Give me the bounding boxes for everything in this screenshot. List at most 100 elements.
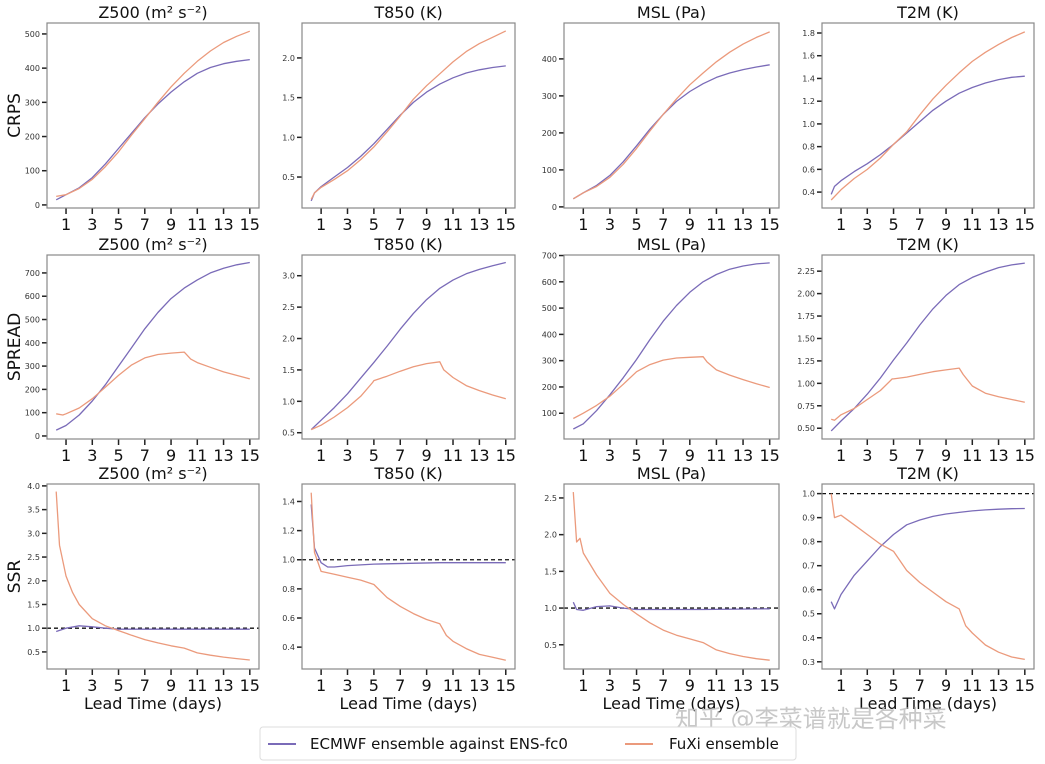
series-line-ecmwf	[310, 504, 506, 568]
x-tick-label: 11	[187, 446, 207, 465]
x-tick-label: 9	[166, 215, 176, 234]
x-tick-label: 5	[631, 215, 641, 234]
x-tick-label: 11	[706, 215, 726, 234]
x-tick-label: 11	[706, 446, 726, 465]
y-tick-label: 200	[25, 385, 40, 394]
x-tick-label: 1	[61, 676, 71, 695]
plot-frame	[821, 254, 1035, 440]
subplot-3-2: T850 (K)0.40.60.81.01.21.41 3 5 7 9 11 13 15Lea…	[282, 464, 516, 713]
y-tick-label: 0.4	[802, 634, 815, 643]
y-tick-label: 1.4	[282, 497, 295, 506]
x-tick-label: 3	[87, 215, 97, 234]
legend-box	[259, 726, 797, 761]
series-line-fuxi	[572, 31, 770, 200]
plot-area	[310, 261, 506, 431]
x-tick-label: 5	[888, 215, 898, 234]
x-tick-label: 11	[187, 215, 207, 234]
x-tick-label: 15	[496, 446, 516, 465]
x-tick-label: 7	[140, 446, 150, 465]
y-tick-label: 0.9	[802, 514, 815, 523]
x-tick-label: 9	[422, 676, 432, 695]
y-tick-label: 1.4	[802, 74, 815, 83]
y-tick-label: 1.50	[797, 334, 815, 343]
x-tick-label: 3	[605, 446, 615, 465]
x-tick-label: 3	[605, 676, 615, 695]
y-tick-label: 0.8	[802, 143, 815, 152]
x-tick-label: 15	[760, 446, 780, 465]
y-tick-label: 2.0	[544, 531, 557, 540]
series-line-ecmwf	[310, 65, 506, 202]
series-line-fuxi	[55, 491, 250, 661]
plot-frame	[563, 483, 780, 670]
y-tick-label: 0.4	[802, 188, 815, 197]
y-tick-label: 0.5	[802, 610, 815, 619]
x-tick-label: 5	[369, 676, 379, 695]
y-tick-label: 0.5	[282, 173, 295, 182]
y-tick-label: 300	[25, 98, 40, 107]
x-tick-label: 11	[443, 446, 463, 465]
plot-area	[302, 492, 515, 661]
x-tick-label: 15	[240, 676, 260, 695]
y-tick-label: 1.2	[802, 97, 815, 106]
x-tick-label: 11	[187, 676, 207, 695]
series-line-fuxi	[310, 361, 506, 431]
y-tick-label: 1.0	[27, 624, 40, 633]
x-tick-label: 5	[888, 446, 898, 465]
y-tick-label: 2.5	[27, 553, 40, 562]
x-tick-label: 3	[87, 676, 97, 695]
x-tick-label: 1	[836, 446, 846, 465]
subplot-3-1: Z500 (m² s⁻²) SSR 0.5 1.0 1.5 2.0 2.5 3.0 3.5 4.0…	[5, 464, 260, 713]
subplot-title: MSL (Pa)	[637, 464, 706, 483]
x-tick-label: 15	[1015, 446, 1035, 465]
plot-frame	[563, 22, 780, 209]
x-tick-label: 13	[213, 215, 233, 234]
y-tick-label: 1.5	[544, 567, 557, 576]
x-tick-label: 5	[369, 446, 379, 465]
x-tick-label: 1	[578, 446, 588, 465]
y-tick-label: 0.6	[282, 614, 295, 623]
y-tick-label: 1.00	[797, 379, 815, 388]
y-tick-label: 200	[25, 133, 40, 142]
y-tick-label: 300	[25, 362, 40, 371]
x-tick-label: 3	[342, 446, 352, 465]
series-line-fuxi	[572, 492, 770, 661]
subplot-title: Z500 (m² s⁻²)	[98, 3, 207, 22]
x-tick-label: 7	[140, 676, 150, 695]
x-tick-label: 15	[240, 215, 260, 234]
x-tick-label: 3	[862, 676, 872, 695]
y-tick-label: 1.5	[282, 94, 295, 103]
y-tick-label: 700	[25, 269, 40, 278]
subplot-2-2: T850 (K)0.51.01.52.02.53.01 3 5 7 9 11 13 15	[282, 235, 516, 465]
subplot-title: MSL (Pa)	[637, 3, 706, 22]
series-line-fuxi	[56, 351, 250, 416]
series-line-ecmwf	[572, 64, 770, 200]
x-tick-label: 15	[240, 446, 260, 465]
x-tick-label: 3	[342, 676, 352, 695]
x-tick-label: 11	[962, 215, 982, 234]
y-tick-label: 400	[542, 330, 557, 339]
y-tick-label: 2.5	[544, 494, 557, 503]
series-line-fuxi	[572, 356, 770, 420]
series-line-ecmwf	[55, 58, 250, 201]
x-tick-label: 3	[862, 446, 872, 465]
y-tick-label: 1.0	[282, 133, 295, 142]
y-tick-label: 3.0	[27, 529, 40, 538]
x-tick-label: 3	[87, 446, 97, 465]
x-tick-label: 7	[915, 215, 925, 234]
row-label: SPREAD	[5, 313, 25, 381]
x-tick-label: 7	[658, 676, 668, 695]
x-tick-label: 3	[862, 215, 872, 234]
y-tick-label: 1.0	[802, 120, 815, 129]
series-line-fuxi	[310, 492, 506, 661]
x-tick-label: 11	[443, 215, 463, 234]
x-tick-label: 13	[988, 446, 1008, 465]
y-tick-label: 1.2	[282, 527, 295, 536]
y-tick-label: 500	[542, 304, 557, 313]
y-tick-label: 0.5	[27, 648, 40, 657]
y-tick-label: 400	[25, 339, 40, 348]
y-tick-label: 1.25	[797, 357, 815, 366]
y-tick-label: 1.0	[544, 604, 557, 613]
